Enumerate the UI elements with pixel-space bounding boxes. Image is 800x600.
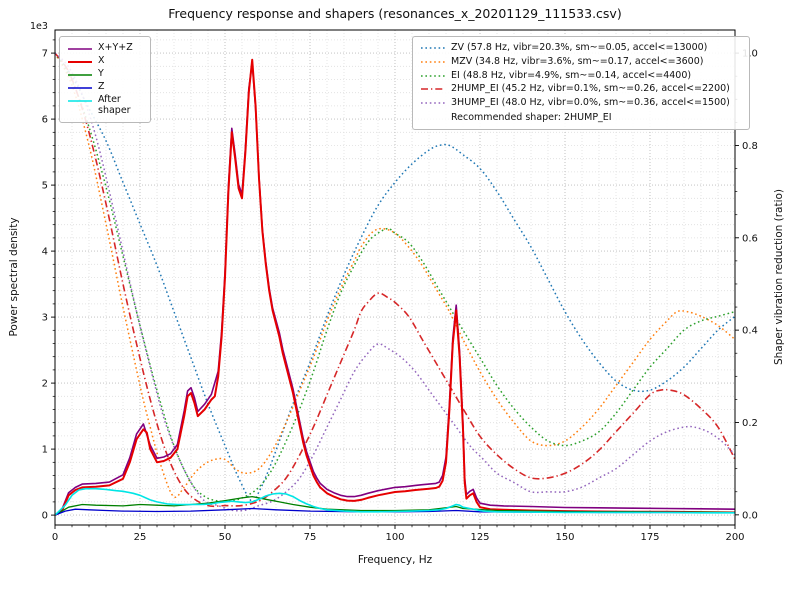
- legend-swatch-mzv: [420, 56, 446, 68]
- psd-curve-x: [55, 58, 735, 516]
- legend-item: Y: [67, 68, 143, 80]
- x-tick-label: 150: [555, 532, 574, 543]
- legend-swatch-ei: [420, 70, 446, 82]
- legend-swatch-after-shaper: [67, 95, 93, 107]
- shaper-curve-MZV: [55, 52, 735, 498]
- y-axis-offset-text: 1e3: [30, 21, 48, 32]
- legend-label: ZV (57.8 Hz, vibr=20.3%, sm~=0.05, accel…: [451, 42, 708, 53]
- x-tick-label: 175: [640, 532, 659, 543]
- y-left-tick-label: 1: [42, 445, 48, 456]
- legend-swatch-3hump-ei: [420, 97, 446, 109]
- shaper-curve-3HUMP_EI: [55, 52, 735, 512]
- y-left-tick-label: 4: [42, 247, 48, 258]
- legend-item: ZV (57.8 Hz, vibr=20.3%, sm~=0.05, accel…: [420, 41, 742, 55]
- legend-item: EI (48.8 Hz, vibr=4.9%, sm~=0.14, accel<…: [420, 69, 742, 83]
- x-tick-label: 100: [385, 532, 404, 543]
- legend-label: 2HUMP_EI (45.2 Hz, vibr=0.1%, sm~=0.26, …: [451, 83, 730, 95]
- legend-label: After shaper: [98, 94, 131, 116]
- legend-psd: X+Y+Z X Y Z After shaper: [59, 36, 151, 123]
- psd-curve-y: [55, 495, 735, 516]
- legend-swatch-2hump-ei: [420, 83, 446, 95]
- legend-item: X+Y+Z: [67, 42, 143, 54]
- x-tick-label: 0: [52, 532, 58, 543]
- legend-swatch-z: [67, 82, 93, 94]
- legend-label: Y: [98, 68, 104, 79]
- y-right-tick-label: 0.2: [742, 418, 758, 429]
- y-right-tick-label: 0.8: [742, 141, 758, 152]
- x-axis-label: Frequency, Hz: [357, 554, 433, 566]
- legend-swatch-x: [67, 56, 93, 68]
- legend-label: Z: [98, 81, 105, 92]
- y-right-tick-label: 0.4: [742, 326, 758, 337]
- shaper-curve-2HUMP_EI: [55, 52, 735, 508]
- y-left-tick-label: 7: [42, 49, 48, 60]
- y-left-tick-label: 3: [42, 313, 48, 324]
- x-tick-label: 75: [304, 532, 317, 543]
- x-tick-label: 125: [470, 532, 489, 543]
- psd-curve-after_shaper: [55, 487, 735, 516]
- legend-label: X: [98, 55, 105, 66]
- legend-item: MZV (34.8 Hz, vibr=3.6%, sm~=0.17, accel…: [420, 55, 742, 69]
- x-tick-label: 50: [219, 532, 232, 543]
- legend-item: 2HUMP_EI (45.2 Hz, vibr=0.1%, sm~=0.26, …: [420, 82, 742, 96]
- legend-label: EI (48.8 Hz, vibr=4.9%, sm~=0.14, accel<…: [451, 69, 692, 81]
- chart-title: Frequency response and shapers (resonanc…: [168, 6, 622, 21]
- x-tick-label: 25: [134, 532, 147, 543]
- legend-shapers: ZV (57.8 Hz, vibr=20.3%, sm~=0.05, accel…: [412, 36, 750, 130]
- legend-item: After shaper: [67, 94, 143, 117]
- legend-label: 3HUMP_EI (48.0 Hz, vibr=0.0%, sm~=0.36, …: [451, 97, 730, 109]
- legend-item: Z: [67, 81, 143, 93]
- y-left-tick-label: 2: [42, 379, 48, 390]
- y-left-tick-label: 6: [42, 115, 48, 126]
- y-left-tick-label: 0: [42, 511, 48, 522]
- recommended-shaper-note: Recommended shaper: 2HUMP_EI: [451, 111, 612, 123]
- legend-label: MZV (34.8 Hz, vibr=3.6%, sm~=0.17, accel…: [451, 55, 704, 67]
- legend-swatch-zv: [420, 42, 446, 54]
- legend-item: X: [67, 55, 143, 67]
- legend-label: X+Y+Z: [98, 42, 133, 53]
- legend-swatch-y: [67, 69, 93, 81]
- legend-item: 3HUMP_EI (48.0 Hz, vibr=0.0%, sm~=0.36, …: [420, 96, 742, 110]
- x-tick-label: 200: [725, 532, 744, 543]
- y-left-tick-label: 5: [42, 181, 48, 192]
- y-axis-label-left: Power spectral density: [8, 217, 20, 337]
- y-right-tick-label: 0.6: [742, 233, 758, 244]
- legend-swatch-sum: [67, 43, 93, 55]
- y-axis-label-right: Shaper vibration reduction (ratio): [773, 188, 785, 366]
- y-right-tick-label: 0.0: [742, 510, 758, 521]
